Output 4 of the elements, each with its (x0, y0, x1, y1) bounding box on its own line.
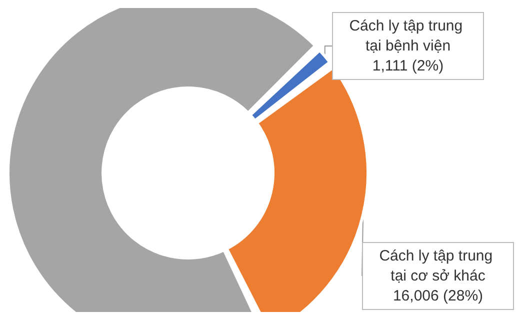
slice-label: Cách ly tập trung tại cơ sở khác (379, 248, 497, 284)
slice-label: Cách ly tập trung tại bệnh viện (349, 18, 467, 54)
data-label: 1,111 (2%) (372, 58, 444, 74)
data-label: 16,006 (28%) (392, 288, 484, 304)
